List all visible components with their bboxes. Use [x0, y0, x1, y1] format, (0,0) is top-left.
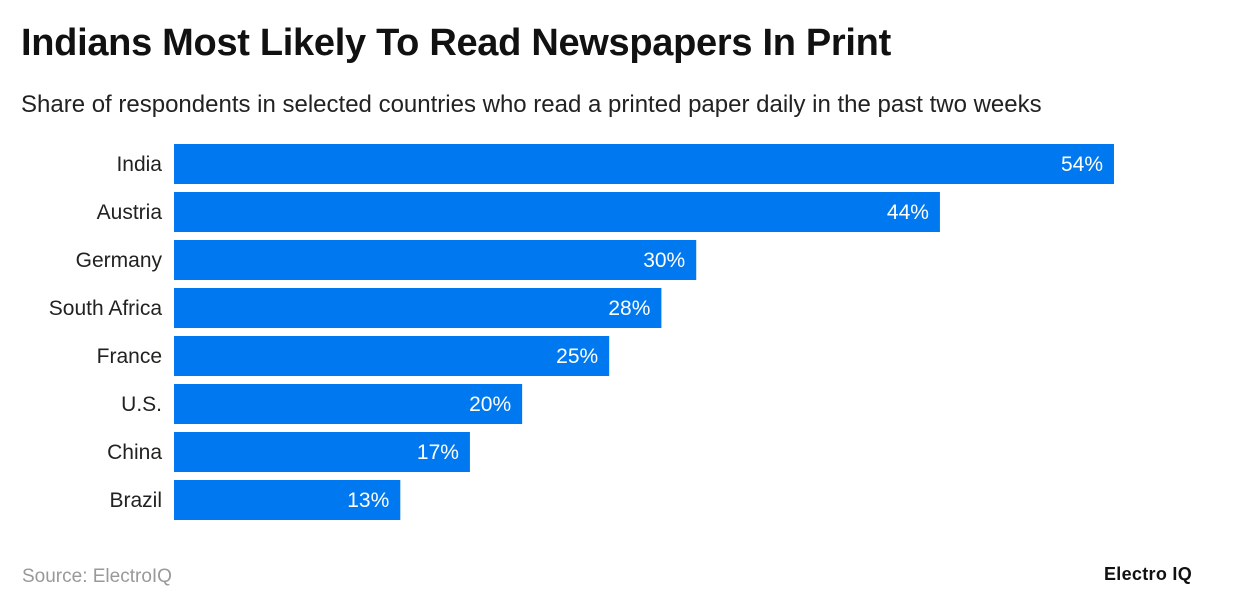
category-label: India — [116, 153, 162, 176]
bar-india — [174, 144, 1114, 184]
value-label: 25% — [556, 345, 598, 368]
category-label: Brazil — [109, 489, 162, 512]
category-label: France — [97, 345, 162, 368]
bar-u-s- — [174, 384, 523, 424]
category-label: China — [107, 441, 162, 464]
category-label: Austria — [97, 201, 163, 224]
bar-south-africa — [174, 288, 662, 328]
value-label: 13% — [347, 489, 389, 512]
value-label: 44% — [887, 201, 929, 224]
category-label: South Africa — [49, 297, 163, 320]
value-label: 28% — [608, 297, 650, 320]
source-note: Source: ElectroIQ — [22, 566, 172, 587]
chart-title: Indians Most Likely To Read Newspapers I… — [21, 22, 891, 64]
bar-austria — [174, 192, 940, 232]
category-label: Germany — [76, 249, 163, 272]
value-label: 30% — [643, 249, 685, 272]
chart-subtitle: Share of respondents in selected countri… — [21, 91, 1042, 118]
value-label: 54% — [1061, 153, 1103, 176]
bar-france — [174, 336, 610, 376]
bar-brazil — [174, 480, 401, 520]
bar-germany — [174, 240, 697, 280]
value-label: 17% — [417, 441, 459, 464]
category-label: U.S. — [121, 393, 162, 416]
value-label: 20% — [469, 393, 511, 416]
electroiq-logo: Electro IQ — [1104, 564, 1193, 584]
bar-china — [174, 432, 470, 472]
